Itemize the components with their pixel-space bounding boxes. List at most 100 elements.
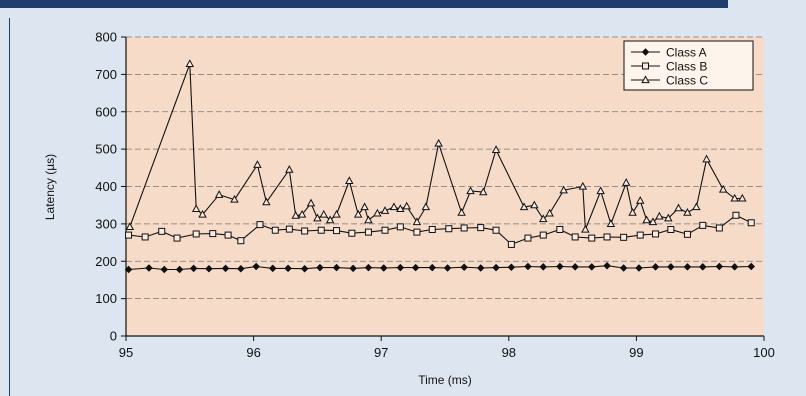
- point-class-c: [345, 176, 354, 184]
- point-class-c: [718, 184, 728, 193]
- point-class-a: [683, 263, 692, 271]
- point-class-b: [237, 237, 245, 245]
- point-class-b: [396, 223, 404, 231]
- point-class-b: [445, 225, 453, 233]
- legend-marker-class-a: [641, 48, 650, 56]
- point-class-b: [477, 224, 485, 232]
- point-class-c: [306, 198, 316, 207]
- point-class-a: [237, 264, 245, 273]
- y-tick-label-800: 800: [95, 30, 117, 45]
- point-class-a: [124, 265, 133, 274]
- point-class-c: [664, 213, 673, 222]
- point-class-c: [125, 222, 135, 230]
- point-class-a: [268, 264, 277, 273]
- point-class-b: [271, 226, 279, 234]
- legend-label-class-c: Class C: [666, 74, 708, 88]
- x-ticks: 95 96 97 98 99 100: [119, 336, 775, 360]
- y-tick-label-200: 200: [95, 254, 117, 269]
- point-class-a: [145, 264, 153, 272]
- y-ticks: 0 100 200 300 400 500 600 700 800: [95, 30, 126, 344]
- left-border-rule: [9, 18, 10, 396]
- point-class-c: [421, 202, 431, 211]
- point-class-c: [606, 219, 616, 227]
- point-class-c: [530, 200, 539, 209]
- x-tick-label-99: 99: [629, 345, 643, 360]
- legend-marker-class-c: [641, 75, 650, 84]
- point-class-c: [674, 203, 683, 212]
- series-line-class-a: [128, 265, 752, 271]
- point-class-b: [317, 226, 325, 234]
- point-class-c: [297, 209, 307, 218]
- point-class-b: [747, 219, 755, 227]
- legend-marker-class-b: [642, 62, 649, 70]
- point-class-c: [655, 211, 664, 220]
- point-class-b: [636, 231, 644, 239]
- point-class-c: [457, 208, 466, 216]
- point-class-a: [507, 263, 516, 271]
- point-class-c: [559, 185, 568, 194]
- point-class-a: [428, 263, 437, 272]
- point-class-c: [191, 204, 201, 213]
- y-tick-label-500: 500: [95, 142, 117, 157]
- point-class-b: [588, 234, 596, 242]
- point-class-b: [125, 231, 133, 239]
- point-class-b: [556, 225, 564, 233]
- point-class-a: [349, 264, 357, 273]
- point-class-c: [291, 211, 300, 219]
- point-class-b: [192, 230, 200, 238]
- point-class-c: [578, 181, 588, 190]
- point-class-a: [332, 263, 341, 272]
- point-class-c: [214, 190, 224, 198]
- point-class-b: [381, 226, 389, 234]
- point-class-a: [189, 264, 198, 273]
- point-class-b: [224, 231, 232, 239]
- point-class-c: [434, 138, 443, 147]
- series-layer: [124, 59, 756, 274]
- point-class-a: [571, 263, 579, 271]
- point-class-c: [545, 208, 554, 217]
- point-class-c: [683, 208, 692, 216]
- point-class-c: [325, 215, 335, 224]
- point-class-b: [492, 226, 500, 234]
- point-class-a: [619, 264, 628, 272]
- point-class-b: [141, 233, 149, 241]
- point-class-b: [158, 227, 166, 235]
- point-class-c: [412, 217, 422, 226]
- point-class-b: [173, 234, 181, 242]
- point-class-c: [402, 201, 411, 210]
- point-class-a: [492, 263, 500, 272]
- series-class-c: [125, 59, 747, 233]
- point-class-b: [256, 221, 264, 229]
- point-class-a: [587, 263, 596, 271]
- point-class-b: [683, 230, 691, 238]
- point-class-b: [732, 211, 740, 219]
- point-class-a: [379, 264, 388, 272]
- point-class-c: [519, 202, 529, 211]
- point-class-c: [360, 202, 369, 211]
- y-axis-label: Latency (µs): [43, 154, 57, 220]
- point-class-a: [698, 263, 707, 271]
- point-class-a: [300, 264, 309, 273]
- point-class-c: [389, 202, 399, 211]
- point-class-b: [209, 230, 217, 238]
- point-class-a: [396, 263, 405, 272]
- point-class-c: [539, 214, 548, 223]
- point-class-b: [699, 221, 707, 229]
- point-class-a: [411, 263, 420, 272]
- point-class-c: [380, 206, 390, 214]
- point-class-a: [651, 263, 660, 271]
- point-class-c: [319, 209, 329, 218]
- y-tick-label-700: 700: [95, 67, 117, 82]
- point-class-c: [692, 202, 701, 211]
- point-class-a: [460, 263, 468, 271]
- point-class-c: [230, 194, 239, 203]
- point-class-a: [252, 262, 260, 271]
- x-tick-label-96: 96: [246, 345, 260, 360]
- point-class-b: [301, 227, 309, 235]
- point-class-b: [652, 230, 660, 238]
- point-class-c: [262, 197, 271, 206]
- point-class-c: [353, 209, 363, 218]
- point-class-b: [364, 228, 372, 236]
